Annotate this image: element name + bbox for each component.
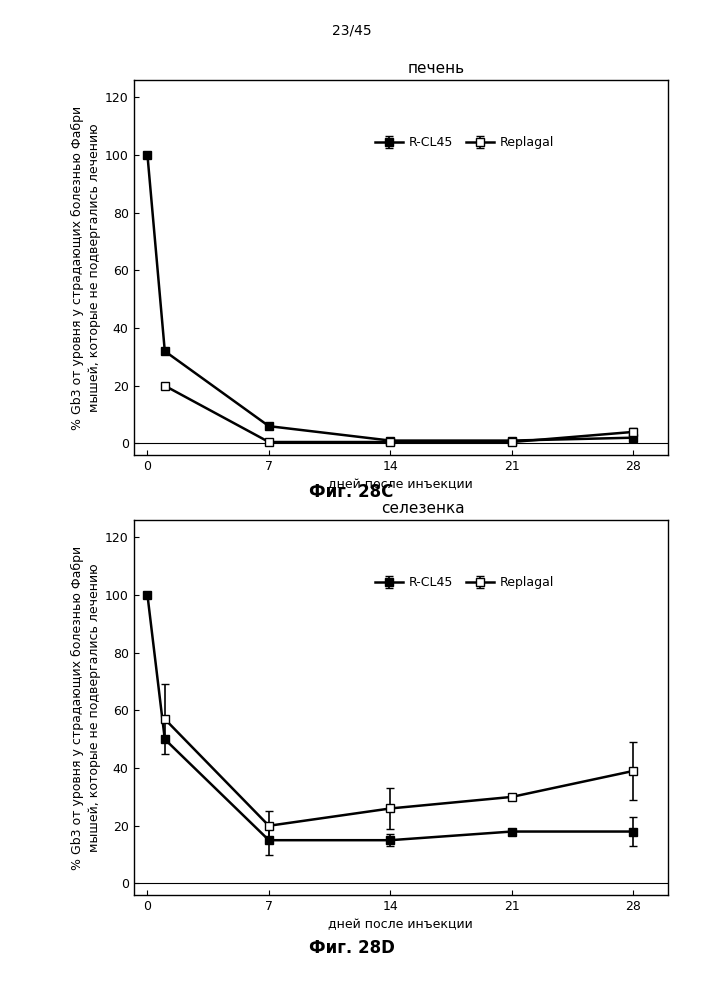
X-axis label: дней после инъекции: дней после инъекции	[328, 478, 473, 491]
Y-axis label: % Gb3 от уровня у страдающих болезнью Фабри
мышей, которые не подвергались лечен: % Gb3 от уровня у страдающих болезнью Фа…	[70, 545, 101, 870]
Legend: R-CL45, Replagal: R-CL45, Replagal	[370, 131, 559, 154]
X-axis label: дней после инъекции: дней после инъекции	[328, 918, 473, 931]
Text: печень: печень	[408, 61, 465, 76]
Text: 23/45: 23/45	[332, 24, 371, 38]
Text: Фиг. 28D: Фиг. 28D	[309, 939, 394, 957]
Y-axis label: % Gb3 от уровня у страдающих болезнью Фабри
мышей, которые не подвергались лечен: % Gb3 от уровня у страдающих болезнью Фа…	[70, 105, 101, 430]
Legend: R-CL45, Replagal: R-CL45, Replagal	[370, 571, 559, 594]
Text: селезенка: селезенка	[381, 501, 465, 516]
Text: Фиг. 28C: Фиг. 28C	[309, 483, 394, 501]
